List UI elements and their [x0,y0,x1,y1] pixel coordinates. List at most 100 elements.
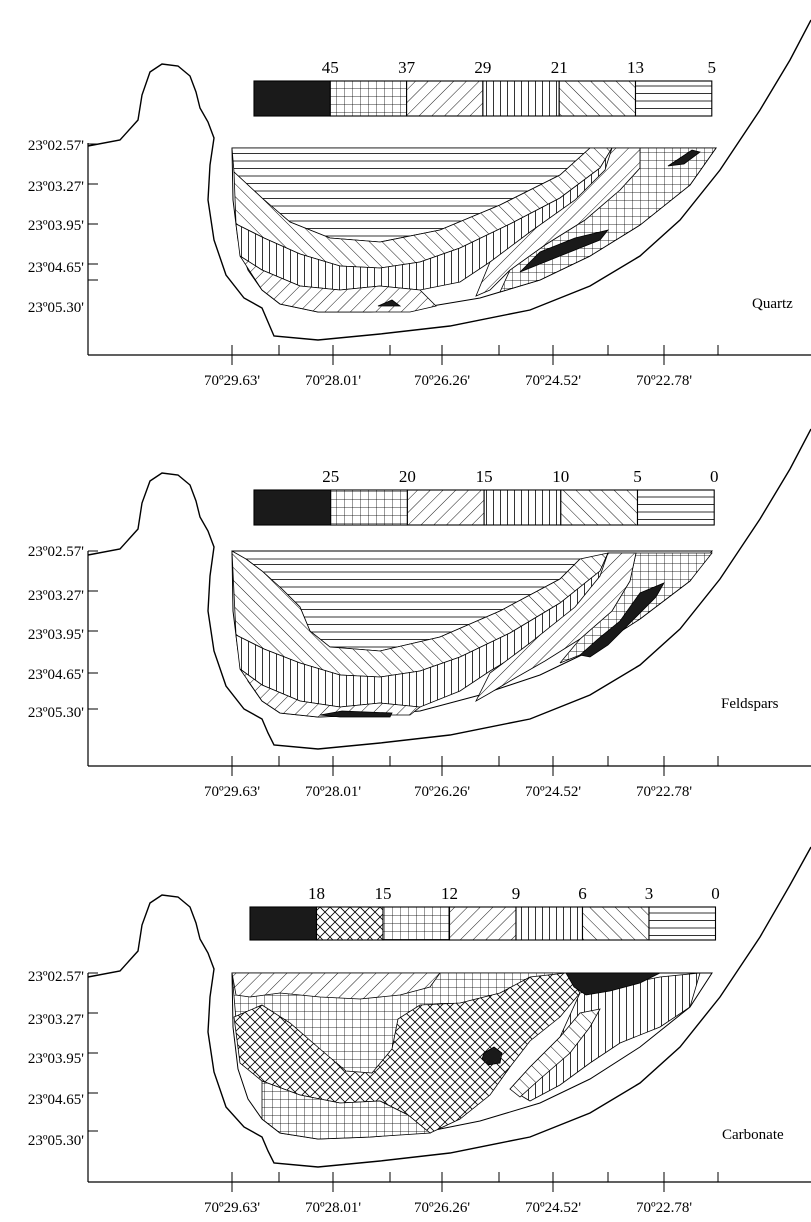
lon-label: 70º22.78' [636,373,692,389]
zone-solid-2 [667,149,701,167]
lat-label: 23º03.27' [28,1012,84,1028]
legend-value: 3 [645,884,654,903]
lat-label: 23º03.95' [28,1051,84,1067]
panel-carbonate: 18 15 12 9 6 3 0 23º02.57'23º03.27'23º03.95'23… [28,846,811,1216]
lat-label: 23º05.30' [28,1133,84,1149]
legend: 18 15 12 9 6 3 0 [249,884,720,941]
zone-solid-2 [319,710,393,718]
lat-label: 23º02.57' [28,138,84,154]
zone-solid-1 [565,972,661,996]
legend-value: 21 [551,58,568,77]
legend-value: 37 [398,58,416,77]
legend-swatch [483,489,562,526]
lon-label: 70º29.63' [204,373,260,389]
legend-swatch [249,906,318,941]
legend: 45 37 29 21 13 5 [253,58,717,117]
legend-swatch [382,906,451,941]
panel-feldspars: 25 20 15 10 5 0 23º02.57'23º03.27'23º03.95'23… [28,428,811,800]
lon-label: 70º28.01' [305,373,361,389]
lat-label: 23º05.30' [28,300,84,316]
zone-diag-right [231,972,441,1000]
lat-ticks: 23º02.57' 23º03.27' 23º03.95' 23º04.65' 23º0… [28,138,98,316]
lon-ticks: 70º29.63' 70º28.01' 70º26.26' 70º24.52' 70º2… [204,756,719,800]
lon-label: 70º28.01' [305,784,361,800]
legend-value: 15 [375,884,392,903]
legend-value: 5 [633,467,642,486]
legend-swatch [315,906,384,941]
legend-swatch [648,906,717,941]
legend-swatch [448,906,517,941]
lon-label: 70º24.52' [525,373,581,389]
legend-value: 25 [322,467,339,486]
zone-diag-left [509,1008,601,1098]
zone-solid-3 [377,299,402,307]
legend-swatch [482,80,560,117]
lon-label: 70º29.63' [204,784,260,800]
legend-swatch [406,80,484,117]
legend-value: 13 [627,58,644,77]
legend-value: 15 [476,467,493,486]
legend-value: 12 [441,884,458,903]
legend-swatch [253,489,332,526]
legend-swatch [581,906,650,941]
legend-value: 6 [578,884,587,903]
lon-label: 70º29.63' [204,1200,260,1216]
legend-value: 45 [322,58,339,77]
legend-value: 0 [710,467,719,486]
zone-diag-right-strip [475,147,641,297]
panel-quartz: 45 37 29 21 13 5 23º02.57'23º03.27'23º03.95'2… [28,19,811,389]
lat-label: 23º04.65' [28,260,84,276]
legend-swatch [560,489,639,526]
lat-label: 23º03.95' [28,218,84,234]
lat-ticks: 23º02.57' 23º03.27' 23º03.95' 23º04.65' 23º0… [28,544,98,721]
zone-diag-right-strip [475,552,637,703]
lat-label: 23º02.57' [28,969,84,985]
lon-label: 70º26.26' [414,373,470,389]
zone-diag-right [239,255,437,313]
lat-ticks: 23º02.57' 23º03.27' 23º03.95' 23º04.65' 23º0… [28,969,98,1149]
legend-value: 0 [711,884,720,903]
lon-label: 70º26.26' [414,784,470,800]
legend-value: 18 [308,884,325,903]
coastline [87,428,811,750]
legend-swatch [406,489,485,526]
legend-value: 29 [474,58,491,77]
lon-ticks: 70º29.63' 70º28.01' 70º26.26' 70º24.52' 70º2… [204,345,719,389]
lat-label: 23º03.95' [28,627,84,643]
legend-swatch [253,80,331,117]
legend-value: 20 [399,467,416,486]
lon-label: 70º26.26' [414,1200,470,1216]
lat-label: 23º04.65' [28,1092,84,1108]
legend-swatch [634,80,713,117]
panel-title: Carbonate [722,1127,784,1143]
legend-swatch [330,489,408,526]
panel-title: Quartz [752,296,793,312]
panel-title: Feldspars [721,696,779,712]
lon-label: 70º22.78' [636,784,692,800]
coastline [87,846,811,1168]
legend-value: 10 [552,467,569,486]
lon-ticks: 70º29.63' 70º28.01' 70º26.26' 70º24.52' 70º2… [204,1172,719,1216]
lon-label: 70º28.01' [305,1200,361,1216]
lon-label: 70º24.52' [525,784,581,800]
legend-swatch [636,489,715,526]
lat-label: 23º04.65' [28,667,84,683]
lat-label: 23º02.57' [28,544,84,560]
coastline [87,19,811,341]
lon-label: 70º24.52' [525,1200,581,1216]
zone-diag-right [239,668,422,718]
legend-value: 9 [512,884,521,903]
legend-value: 5 [708,58,717,77]
zone-solid-2 [481,1046,503,1066]
legend-swatch [515,906,584,941]
zone-solid-1 [519,229,610,273]
lat-label: 23º03.27' [28,588,84,604]
legend-swatch [558,80,637,117]
lat-label: 23º05.30' [28,705,84,721]
legend-swatch [329,80,408,117]
lon-label: 70º22.78' [636,1200,692,1216]
lat-label: 23º03.27' [28,179,84,195]
zone-grid-bottom [261,1080,432,1140]
legend: 25 20 15 10 5 0 [253,467,719,526]
